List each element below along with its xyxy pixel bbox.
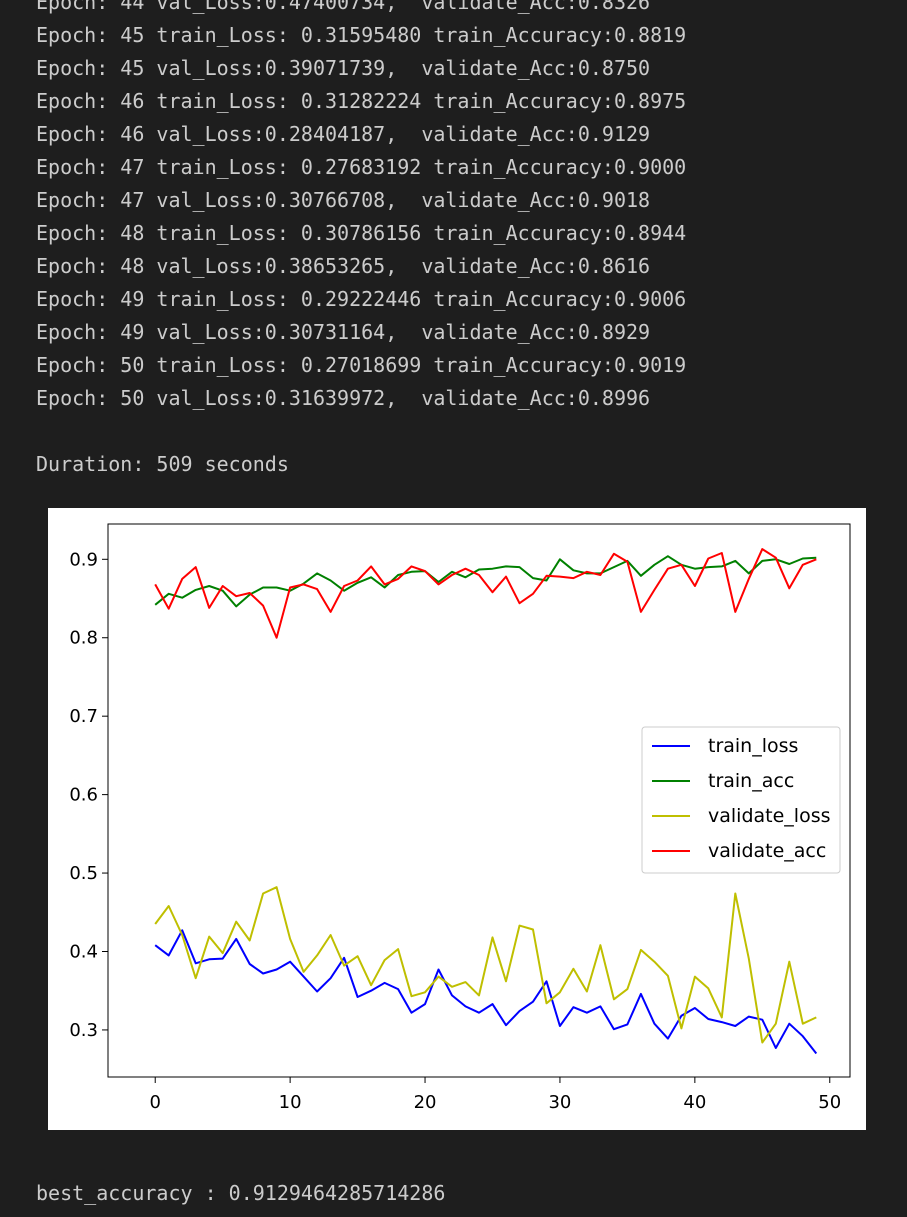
x-tick-label: 0 — [149, 1092, 160, 1113]
legend-label: validate_loss — [708, 805, 831, 827]
y-tick-label: 0.4 — [69, 941, 98, 962]
y-tick-label: 0.8 — [69, 628, 98, 649]
log-line: Epoch: 47 val_Loss:0.30766708, validate_… — [36, 188, 651, 212]
log-line: Epoch: 50 val_Loss:0.31639972, validate_… — [36, 386, 651, 410]
log-line: Epoch: 49 val_Loss:0.30731164, validate_… — [36, 320, 651, 344]
legend-label: train_acc — [708, 770, 794, 792]
y-tick-label: 0.7 — [69, 706, 98, 727]
training-curves-plot: 0.3 0.4 0.5 0.6 0.7 0.8 0.9 0 10 20 30 40 50 train_… — [48, 508, 866, 1130]
x-tick-label: 30 — [548, 1092, 571, 1113]
log-line: Epoch: 49 train_Loss: 0.29222446 train_A… — [36, 287, 687, 311]
x-tick-label: 20 — [414, 1092, 437, 1113]
y-tick-label: 0.6 — [69, 785, 98, 806]
duration-text: Duration: 509 seconds — [36, 452, 289, 476]
log-line: Epoch: 45 val_Loss:0.39071739, validate_… — [36, 56, 651, 80]
series-line-validate_acc — [154, 548, 817, 639]
log-line: Epoch: 46 val_Loss:0.28404187, validate_… — [36, 122, 651, 146]
log-line: Epoch: 46 train_Loss: 0.31282224 train_A… — [36, 89, 687, 113]
log-line: Epoch: 48 train_Loss: 0.30786156 train_A… — [36, 221, 687, 245]
y-tick-label: 0.5 — [69, 863, 98, 884]
x-tick-label: 10 — [279, 1092, 302, 1113]
series-line-train_acc — [154, 555, 817, 608]
series-line-validate_loss — [154, 886, 817, 1044]
legend-label: train_loss — [708, 735, 798, 757]
best-accuracy-text: best_accuracy : 0.9129464285714286 — [36, 1181, 446, 1205]
log-line: Epoch: 44 val_Loss:0.47400734, validate_… — [36, 0, 651, 14]
y-tick-label: 0.3 — [69, 1020, 98, 1041]
log-line: Epoch: 45 train_Loss: 0.31595480 train_A… — [36, 23, 687, 47]
x-tick-label: 50 — [818, 1092, 841, 1113]
log-line: Epoch: 47 train_Loss: 0.27683192 train_A… — [36, 155, 687, 179]
log-line: Epoch: 50 train_Loss: 0.27018699 train_A… — [36, 353, 687, 377]
y-tick-label: 0.9 — [69, 549, 98, 570]
log-line: Epoch: 48 val_Loss:0.38653265, validate_… — [36, 254, 651, 278]
legend-box — [641, 726, 841, 874]
series-line-train_loss — [154, 929, 818, 1055]
x-tick-label: 40 — [683, 1092, 706, 1113]
legend-label: validate_acc — [708, 840, 826, 862]
